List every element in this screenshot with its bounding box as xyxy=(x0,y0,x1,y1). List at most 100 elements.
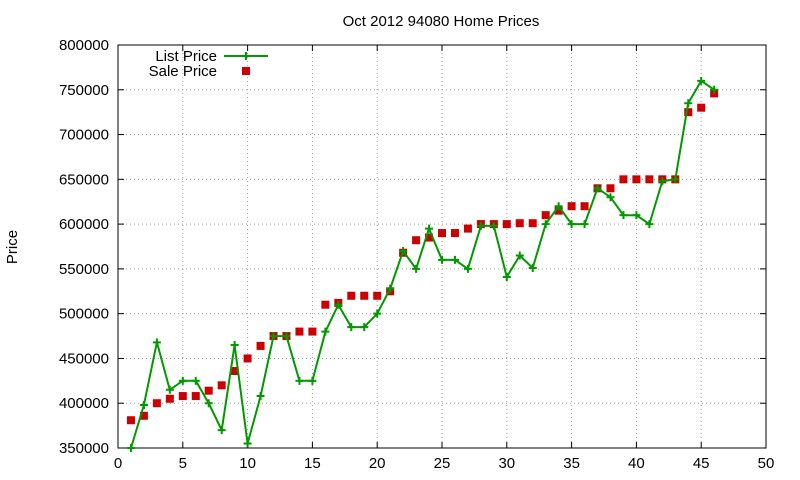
list-price-point xyxy=(450,255,459,264)
x-tick-label: 30 xyxy=(498,455,515,472)
list-price-point xyxy=(373,309,382,318)
list-price-point xyxy=(632,211,641,220)
sale-price-point xyxy=(567,202,576,211)
list-price-line xyxy=(130,79,715,449)
list-price-point xyxy=(139,401,148,410)
y-tick-label: 350000 xyxy=(59,440,109,457)
y-tick-label: 500000 xyxy=(59,306,109,323)
y-tick-label: 550000 xyxy=(59,261,109,278)
sale-price-point xyxy=(619,175,628,184)
y-tick-label: 650000 xyxy=(59,171,109,188)
list-price-point xyxy=(476,221,485,230)
list-price-point xyxy=(541,220,550,229)
x-tick-label: 10 xyxy=(239,455,256,472)
sale-price-point xyxy=(541,211,550,220)
list-price-point xyxy=(658,177,667,186)
list-price-point xyxy=(580,220,589,229)
sale-price-point xyxy=(217,381,226,390)
list-price-point xyxy=(256,392,265,401)
list-price-point xyxy=(282,332,291,341)
list-price-point xyxy=(217,426,226,435)
list-price-point xyxy=(502,272,511,281)
sale-price-point xyxy=(256,341,265,350)
sale-price-point xyxy=(360,291,369,300)
sale-price-point xyxy=(425,233,434,242)
sale-price-point xyxy=(321,300,330,309)
x-tick-label: 15 xyxy=(304,455,321,472)
sale-price-point xyxy=(684,108,693,117)
x-tick-label: 5 xyxy=(179,455,187,472)
list-price-point xyxy=(152,338,161,347)
list-price-point xyxy=(126,444,135,452)
series-layer xyxy=(126,76,719,452)
sale-price-point xyxy=(347,291,356,300)
list-price-point xyxy=(321,327,330,336)
list-price-point xyxy=(489,221,498,230)
list-price-point xyxy=(463,264,472,273)
legend-label-sale-price: Sale Price xyxy=(149,63,217,80)
list-price-point xyxy=(671,175,680,184)
y-tick-label: 750000 xyxy=(59,82,109,99)
list-price-point xyxy=(178,376,187,385)
list-price-point xyxy=(295,376,304,385)
sale-price-point xyxy=(632,175,641,184)
x-tick-label: 35 xyxy=(563,455,580,472)
y-axis-label: Price xyxy=(4,230,21,264)
sale-price-point xyxy=(463,224,472,233)
legend-marker-sale-price xyxy=(242,67,250,75)
chart-title: Oct 2012 94080 Home Prices xyxy=(343,13,540,30)
list-price-point xyxy=(269,332,278,341)
list-price-point xyxy=(360,323,369,332)
sale-price-point xyxy=(126,416,135,425)
sale-price-point xyxy=(165,394,174,403)
list-price-point xyxy=(386,284,395,293)
sale-price-point xyxy=(580,202,589,211)
list-price-point xyxy=(697,76,706,85)
sale-price-point xyxy=(178,392,187,401)
sale-price-point xyxy=(697,103,706,112)
list-price-point xyxy=(606,193,615,202)
legend: List Price Sale Price xyxy=(149,48,268,80)
x-tick-label: 50 xyxy=(758,455,775,472)
axes: 0 5 10 15 20 25 30 35 40 45 50 350000 400000 450000 50… xyxy=(59,37,774,472)
sale-price-point xyxy=(308,327,317,336)
list-price-point xyxy=(191,376,200,385)
list-price-point xyxy=(684,99,693,108)
x-tick-label: 25 xyxy=(434,455,451,472)
sale-price-point xyxy=(204,386,213,395)
sale-price-point xyxy=(515,219,524,228)
sale-price-point xyxy=(502,220,511,229)
sale-price-point xyxy=(450,229,459,238)
list-price-point xyxy=(710,85,719,94)
y-tick-label: 400000 xyxy=(59,395,109,412)
x-tick-label: 20 xyxy=(369,455,386,472)
list-price-point xyxy=(567,220,576,229)
x-tick-label: 45 xyxy=(693,455,710,472)
sale-price-point xyxy=(230,366,239,375)
sale-price-point xyxy=(191,392,200,401)
list-price-point xyxy=(230,341,239,350)
list-price-point xyxy=(425,224,434,233)
list-price-point xyxy=(619,211,628,220)
legend-marker-list-price xyxy=(242,52,250,60)
list-price-point xyxy=(528,263,537,272)
y-tick-label: 600000 xyxy=(59,216,109,233)
list-price-point xyxy=(308,376,317,385)
sale-price-point xyxy=(412,236,421,245)
list-price-point xyxy=(204,399,213,408)
sale-price-point xyxy=(139,411,148,420)
list-price-point xyxy=(515,251,524,260)
sale-price-point xyxy=(295,327,304,336)
list-price-point xyxy=(554,202,563,211)
legend-label-list-price: List Price xyxy=(155,48,217,65)
list-price-point xyxy=(399,246,408,255)
y-tick-label: 700000 xyxy=(59,127,109,144)
grid xyxy=(118,45,766,448)
sale-price-point xyxy=(554,206,563,215)
x-tick-label: 0 xyxy=(114,455,122,472)
sale-price-point xyxy=(528,219,537,228)
sale-price-point xyxy=(373,291,382,300)
sale-price-point xyxy=(606,184,615,193)
